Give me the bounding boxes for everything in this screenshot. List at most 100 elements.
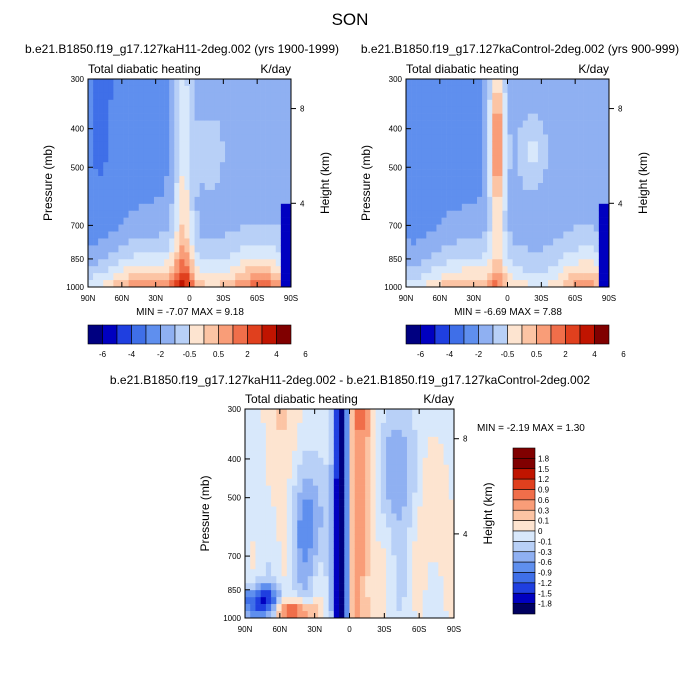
heatmap-cell [512,162,518,170]
heatmap-cell [446,148,452,156]
heatmap-cell [307,436,314,445]
heatmap-cell [461,189,468,198]
heatmap-cell [302,443,308,452]
heatmap-cell [507,162,513,170]
heatmap-cell [113,92,119,101]
heatmap-cell [359,590,366,598]
heatmap-cell [417,562,423,570]
heatmap-cell [354,513,361,521]
heatmap-cell [466,79,473,87]
panel-2-x-tick-label: 0 [505,294,510,303]
heatmap-cell [548,120,554,128]
heatmap-cell [451,217,458,225]
heatmap-cell [386,590,392,598]
heatmap-cell [427,429,434,438]
heatmap-cell [421,280,427,288]
heatmap-cell [477,148,483,156]
heatmap-cell [492,79,498,87]
heatmap-cell [245,548,251,556]
heatmap-cell [286,548,293,556]
heatmap-cell [461,280,468,288]
heatmap-cell [333,492,340,500]
heatmap-cell [339,562,345,570]
heatmap-cell [448,464,455,472]
heatmap-cell [138,176,145,184]
heatmap-cell [588,127,595,135]
heatmap-cell [275,92,282,101]
heatmap-cell [312,569,319,577]
heatmap-cell [302,611,308,619]
heatmap-cell [194,127,200,135]
panel-2-y-tick-label: 700 [389,221,403,230]
heatmap-cell [502,169,508,177]
heatmap-cell [487,196,493,205]
heatmap-cell [339,415,345,424]
heatmap-cell [108,113,114,121]
heatmap-cell [443,415,450,424]
heatmap-cell [446,106,452,114]
heatmap-cell [448,443,455,452]
panel-1-x-tick-label: 30S [216,294,230,303]
heatmap-cell [339,506,345,514]
heatmap-cell [174,266,180,274]
heatmap-cell [558,238,564,246]
heatmap-cell [280,113,287,121]
heatmap-cell [143,120,150,128]
heatmap-cell [532,127,539,135]
heatmap-cell [553,99,559,108]
heatmap-cell [359,604,366,612]
heatmap-cell [492,217,498,225]
heatmap-cell [133,266,140,274]
heatmap-cell [448,513,455,521]
heatmap-cell [108,273,114,281]
panel-2-ylabel: Pressure (mb) [359,145,373,221]
heatmap-cell [297,436,303,445]
heatmap-cell [179,106,185,114]
heatmap-cell [446,224,452,232]
heatmap-cell [280,176,287,184]
panel-1-y-tick-label: 1000 [66,283,84,292]
heatmap-cell [169,169,175,177]
heatmap-cell [370,506,376,514]
heatmap-cell [386,576,392,584]
heatmap-cell [396,583,403,591]
heatmap-cell [568,79,574,87]
heatmap-cell [349,527,356,535]
heatmap-cell [492,113,498,121]
heatmap-cell [411,155,417,163]
heatmap-cell [93,203,99,212]
heatmap-cell [153,169,160,177]
heatmap-cell [563,79,569,87]
heatmap-cell [302,597,308,605]
heatmap-cell [270,273,277,281]
heatmap-cell [98,120,104,128]
heatmap-cell [386,548,392,556]
heatmap-cell [148,120,155,128]
heatmap-cell [323,569,329,577]
heatmap-cell [285,148,292,156]
heatmap-cell [527,155,534,163]
heatmap-cell [123,85,129,94]
heatmap-cell [174,162,180,170]
heatmap-cell [255,148,261,156]
heatmap-cell [245,576,251,584]
heatmap-cell [443,450,450,459]
heatmap-cell [512,266,518,274]
heatmap-cell [438,429,444,438]
heatmap-cell [245,203,251,212]
heatmap-cell [412,555,418,563]
heatmap-cell [553,203,559,212]
heatmap-cell [492,106,498,114]
heatmap-cell [113,79,119,87]
heatmap-cell [103,210,109,218]
heatmap-cell [461,259,468,267]
heatmap-cell [240,106,246,114]
heatmap-cell [312,506,319,514]
heatmap-cell [436,106,442,114]
heatmap-cell [179,183,185,191]
heatmap-cell [349,604,356,612]
heatmap-cell [133,196,140,205]
heatmap-cell [199,92,206,101]
heatmap-cell [436,169,442,177]
heatmap-cell [339,597,345,605]
